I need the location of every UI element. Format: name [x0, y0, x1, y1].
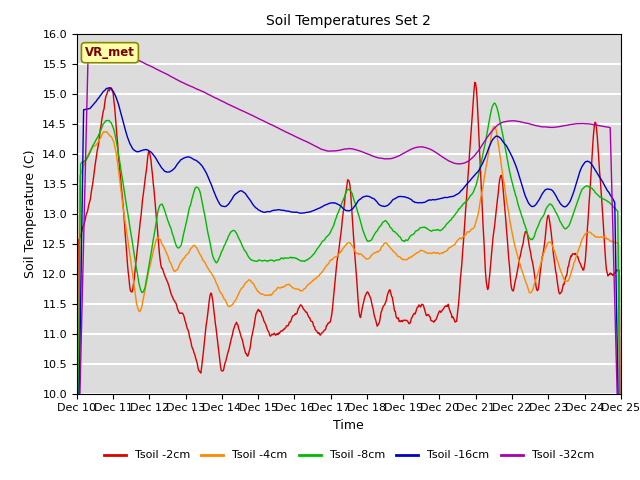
- Tsoil -4cm: [431, 250, 438, 256]
- X-axis label: Time: Time: [333, 419, 364, 432]
- Tsoil -8cm: [139, 290, 147, 296]
- Tsoil -4cm: [415, 249, 422, 255]
- Tsoil -16cm: [106, 85, 113, 91]
- Tsoil -2cm: [83, 210, 90, 216]
- Y-axis label: Soil Temperature (C): Soil Temperature (C): [24, 149, 36, 278]
- Tsoil -8cm: [83, 156, 90, 162]
- Tsoil -4cm: [223, 300, 230, 306]
- Tsoil -2cm: [194, 364, 202, 370]
- Tsoil -16cm: [223, 203, 231, 208]
- Tsoil -16cm: [416, 200, 424, 206]
- Legend: Tsoil -2cm, Tsoil -4cm, Tsoil -8cm, Tsoil -16cm, Tsoil -32cm: Tsoil -2cm, Tsoil -4cm, Tsoil -8cm, Tsoi…: [99, 446, 598, 465]
- Line: Tsoil -2cm: Tsoil -2cm: [77, 82, 621, 480]
- Tsoil -8cm: [223, 238, 230, 243]
- Tsoil -2cm: [223, 355, 230, 360]
- Tsoil -8cm: [491, 100, 499, 106]
- Tsoil -2cm: [471, 79, 479, 85]
- Tsoil -32cm: [431, 149, 439, 155]
- Tsoil -4cm: [83, 155, 90, 161]
- Tsoil -8cm: [415, 227, 422, 232]
- Tsoil -4cm: [491, 124, 499, 130]
- Tsoil -8cm: [431, 228, 438, 233]
- Tsoil -32cm: [416, 144, 424, 150]
- Title: Soil Temperatures Set 2: Soil Temperatures Set 2: [266, 14, 431, 28]
- Tsoil -16cm: [83, 107, 90, 112]
- Tsoil -32cm: [223, 101, 231, 107]
- Text: VR_met: VR_met: [85, 46, 135, 59]
- Tsoil -4cm: [139, 299, 147, 305]
- Tsoil -2cm: [431, 318, 438, 324]
- Tsoil -2cm: [139, 196, 147, 202]
- Tsoil -16cm: [140, 147, 147, 153]
- Tsoil -32cm: [106, 47, 113, 53]
- Line: Tsoil -32cm: Tsoil -32cm: [77, 50, 621, 480]
- Line: Tsoil -16cm: Tsoil -16cm: [77, 88, 621, 480]
- Line: Tsoil -4cm: Tsoil -4cm: [77, 127, 621, 480]
- Tsoil -32cm: [140, 60, 147, 66]
- Tsoil -8cm: [194, 185, 202, 191]
- Tsoil -16cm: [431, 197, 439, 203]
- Tsoil -2cm: [415, 302, 422, 308]
- Tsoil -4cm: [194, 247, 202, 253]
- Line: Tsoil -8cm: Tsoil -8cm: [77, 103, 621, 480]
- Tsoil -32cm: [83, 113, 90, 119]
- Tsoil -16cm: [195, 159, 202, 165]
- Tsoil -32cm: [195, 87, 202, 93]
